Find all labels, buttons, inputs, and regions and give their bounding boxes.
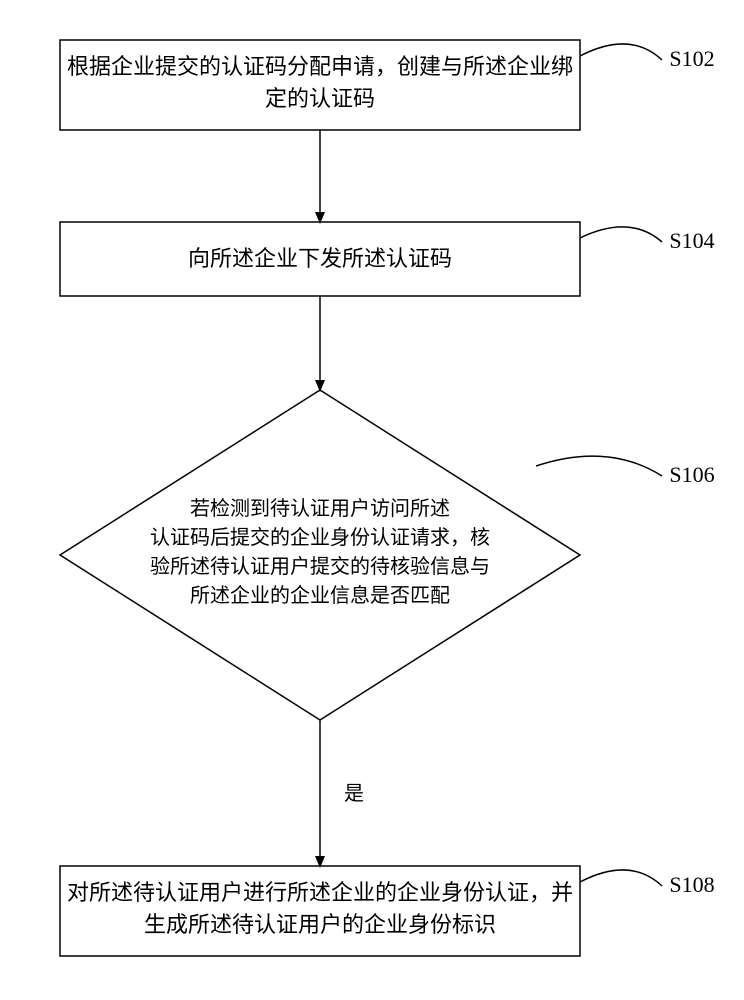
process-s104-line0: 向所述企业下发所述认证码	[188, 246, 452, 271]
leader-s102	[580, 44, 662, 60]
step-label-s106: S106	[669, 462, 714, 487]
step-label-s102: S102	[669, 46, 714, 71]
decision-s106-line3: 所述企业的企业信息是否匹配	[190, 584, 450, 607]
decision-s106-line2: 验所述待认证用户提交的待核验信息与	[150, 555, 490, 578]
edge-label-s106-s108: 是	[344, 783, 364, 805]
leader-s108	[580, 870, 662, 886]
process-s102-line0: 根据企业提交的认证码分配申请，创建与所述企业绑	[67, 54, 573, 79]
decision-s106-line1: 认证码后提交的企业身份认证请求，核	[150, 526, 490, 549]
flowchart-canvas: 是 根据企业提交的认证码分配申请，创建与所述企业绑定的认证码 S102 向所述企业下发…	[0, 0, 744, 1000]
leader-s104	[580, 227, 662, 242]
step-label-s108: S108	[669, 872, 714, 897]
decision-s106	[60, 390, 580, 720]
process-s102-line1: 定的认证码	[265, 86, 375, 111]
process-s108-line0: 对所述待认证用户进行所述企业的企业身份认证，并	[67, 880, 573, 905]
decision-s106-line0: 若检测到待认证用户访问所述	[190, 497, 450, 520]
leader-s106	[536, 456, 662, 476]
process-s108-line1: 生成所述待认证用户的企业身份标识	[144, 912, 496, 937]
step-label-s104: S104	[669, 228, 714, 253]
